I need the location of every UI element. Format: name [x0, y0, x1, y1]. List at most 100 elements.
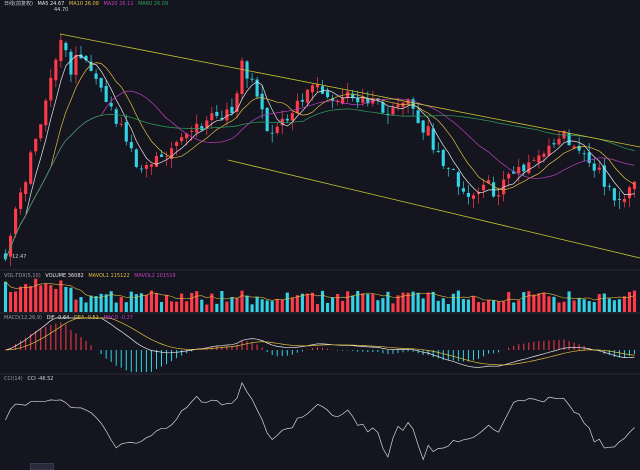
volume-bar: [401, 292, 405, 312]
candle-body: [64, 42, 68, 51]
candle-body: [481, 184, 486, 191]
candle-body: [542, 153, 546, 157]
cci-header: CCI(14) CCI -46.52: [4, 376, 57, 382]
macd-header: MACD(12,26,9) DIF -0.64 DEA -0.51 MACD -…: [4, 315, 136, 321]
candle-body: [19, 192, 23, 209]
volume-bar: [240, 290, 244, 312]
volume-bar: [300, 293, 304, 312]
volume-bar: [547, 296, 551, 312]
volume-bar: [366, 293, 370, 312]
volume-header: VOL-TDX(5,10) VOLUME 36082 MAVOL1 115122…: [4, 273, 179, 279]
volume-bar: [225, 301, 229, 312]
candle-body: [149, 164, 153, 167]
volume-bar: [54, 288, 58, 312]
candle-body: [315, 84, 320, 88]
volume-bar: [361, 293, 365, 312]
volume-bar: [275, 299, 279, 312]
main-indicator-header: 日线(前复权) MA5 24.67 MA10 26.08 MA20 26.11 …: [4, 1, 171, 7]
candle-body: [396, 104, 400, 108]
candle-body: [456, 172, 460, 187]
candle-body: [270, 132, 274, 134]
volume-bar: [487, 299, 491, 312]
candle-body: [607, 185, 611, 187]
candle-body: [159, 154, 164, 157]
candle-body: [49, 77, 53, 101]
candle-body: [572, 146, 576, 149]
candle-body: [366, 98, 370, 104]
volume-bar: [205, 304, 209, 312]
volume-bar: [587, 301, 591, 312]
volume-bar: [170, 301, 174, 312]
candle-body: [175, 142, 179, 146]
ma20-readout: MA20 26.11: [103, 1, 134, 7]
volume-bar: [391, 303, 395, 312]
candle-body: [119, 123, 123, 125]
volume-bar: [215, 303, 219, 312]
cci-readout: CCI -46.52: [27, 376, 54, 382]
candle-body: [170, 148, 174, 159]
candle-body: [255, 79, 259, 97]
candle-body: [446, 167, 450, 169]
volume-bar: [295, 295, 299, 312]
candle-body: [351, 94, 355, 98]
candle-body: [94, 73, 98, 79]
volume-bar: [59, 280, 63, 312]
volume-bar: [290, 297, 294, 312]
high-price-label: 44.70: [54, 7, 68, 13]
ma10-readout: MA10 26.08: [68, 1, 99, 7]
volume-bar: [351, 295, 355, 312]
volume-bar: [74, 299, 78, 312]
volume-bar: [492, 300, 496, 312]
volume-bar: [481, 302, 486, 312]
volume-bar: [582, 299, 586, 312]
candle-body: [512, 171, 516, 174]
candle-body: [612, 188, 616, 201]
volume-bar: [371, 294, 375, 312]
volume-bar: [109, 291, 113, 312]
volume-bar: [39, 285, 43, 312]
volume-bar: [230, 297, 234, 312]
volume-bar: [527, 291, 531, 312]
volume-bar: [99, 293, 103, 312]
dif-line: [5, 317, 635, 368]
ma20-line: [5, 90, 635, 260]
candle-body: [587, 152, 591, 163]
volume-bar: [632, 290, 637, 312]
moving-average-lines: [5, 55, 635, 260]
volume-bar: [190, 292, 194, 312]
volume-bar: [522, 292, 526, 312]
volume-bar: [537, 293, 541, 312]
volume-bar: [426, 292, 430, 312]
volume-bar: [89, 295, 93, 312]
volume-bar: [164, 294, 169, 312]
cci-title: CCI(14): [4, 376, 23, 382]
candle-body: [220, 117, 224, 120]
candle-body: [205, 120, 209, 129]
volume-bar: [346, 291, 350, 312]
candle-body: [532, 159, 536, 161]
candle-body: [44, 100, 48, 126]
candle-body: [466, 193, 470, 197]
candle-body: [577, 145, 581, 151]
volume-bar: [456, 290, 460, 312]
volume-bar: [612, 300, 616, 312]
candle-body: [517, 166, 521, 174]
candle-body: [537, 155, 541, 163]
candle-body: [240, 60, 244, 95]
main-title: 日线(前复权): [4, 1, 33, 7]
candle-body: [426, 126, 430, 136]
volume-bar: [320, 290, 325, 312]
volume-bar: [336, 293, 340, 312]
volume-bar: [94, 296, 98, 312]
volume-bar: [406, 292, 410, 312]
candle-body: [325, 91, 330, 98]
volume-bar: [532, 294, 536, 312]
volume-bar: [310, 292, 315, 312]
candle-body: [632, 181, 637, 190]
volume-bar: [577, 297, 581, 312]
volume-bar: [280, 299, 284, 312]
candle-body: [3, 253, 8, 260]
volume-readout: VOLUME 36082: [45, 273, 84, 279]
candle-body: [79, 54, 83, 59]
candle-body: [527, 162, 531, 174]
